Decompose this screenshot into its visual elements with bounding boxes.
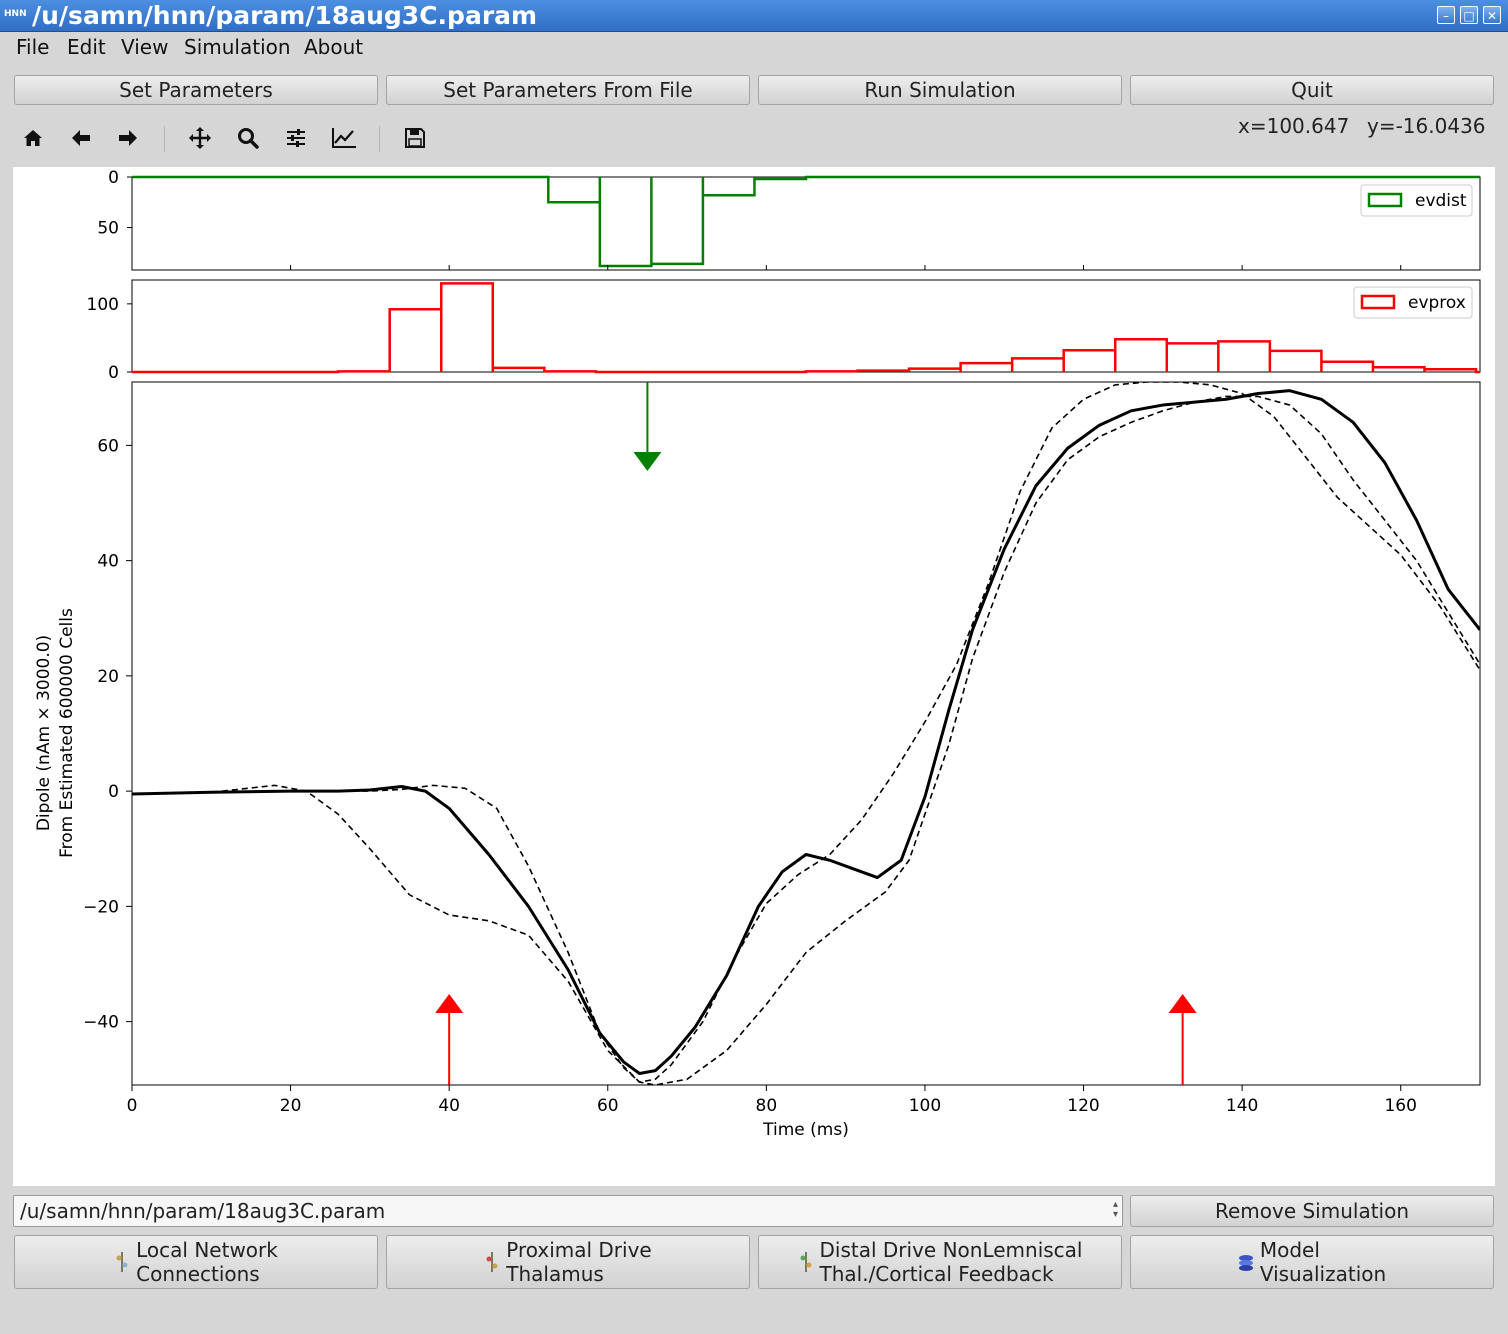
menu-file[interactable]: File	[16, 35, 50, 59]
close-icon[interactable]: ✕	[1483, 6, 1501, 24]
x-tick-label: 120	[1067, 1096, 1099, 1116]
pan-icon[interactable]	[183, 122, 217, 154]
set-parameters-from-file-button[interactable]: Set Parameters From File	[386, 75, 750, 105]
x-tick-label: 100	[909, 1096, 941, 1116]
y-tick-label: −20	[83, 897, 119, 917]
dipole-average-line	[132, 389, 1480, 1075]
evdist-axes-frame	[131, 176, 1481, 271]
toolbar-separator	[379, 126, 380, 152]
y-tick-label: 40	[97, 552, 119, 572]
toolbar-separator	[164, 126, 165, 152]
dipole-trial-line	[132, 395, 1480, 1085]
x-tick-label: 0	[127, 1096, 138, 1116]
top-button-row: Set Parameters Set Parameters From File …	[0, 73, 1508, 107]
updown-arrow-icon: ▴ ▾	[1112, 1199, 1118, 1220]
x-tick-label: 20	[280, 1096, 302, 1116]
y-tick-label: 20	[97, 667, 119, 687]
y-tick-label: 0	[108, 782, 119, 802]
evdist-ytick-label: 0	[108, 168, 119, 188]
simulation-select[interactable]: /u/samn/hnn/param/18aug3C.param ▴ ▾	[13, 1195, 1123, 1227]
home-icon[interactable]	[16, 122, 50, 154]
model-visualization-label-1: Model	[1259, 1238, 1320, 1262]
distal-drive-button[interactable]: Distal Drive NonLemniscal Thal./Cortical …	[758, 1235, 1122, 1289]
minimize-icon[interactable]: –	[1437, 6, 1455, 24]
run-simulation-button[interactable]: Run Simulation	[758, 75, 1122, 105]
plot-toolbar	[0, 112, 1508, 164]
evprox-histogram-line	[132, 282, 1480, 374]
dipole-figure[interactable]: 0 50 evdist 100 0 evprox 0 20 40 60 80 100 120 14…	[13, 167, 1495, 1186]
menu-edit[interactable]: Edit	[67, 35, 106, 59]
figure-canvas[interactable]: 0 50 evdist 100 0 evprox 0 20 40 60 80 100 120 14…	[13, 167, 1495, 1186]
y-axis-label-secondary: From Estimated 600000 Cells	[57, 608, 77, 858]
distal-drive-label-2: Thal./Cortical Feedback	[819, 1262, 1054, 1286]
proximal-drive-label-2: Thalamus	[506, 1262, 604, 1286]
proximal-drive-label-1: Proximal Drive	[506, 1238, 652, 1262]
evprox-ytick-label: 100	[87, 295, 119, 315]
x-tick-label: 140	[1226, 1096, 1258, 1116]
x-axis-label: Time (ms)	[762, 1120, 849, 1140]
axes-edit-icon[interactable]	[327, 122, 361, 154]
dipole-trial-line	[132, 382, 1480, 1083]
evdist-legend: evdist	[1360, 184, 1473, 217]
x-tick-label: 40	[438, 1096, 460, 1116]
zoom-icon[interactable]	[231, 122, 265, 154]
menu-bar: File Edit View Simulation About	[0, 31, 1508, 65]
quit-button[interactable]: Quit	[1130, 75, 1494, 105]
network-icon	[116, 1252, 128, 1272]
evdist-legend-swatch	[1367, 192, 1403, 208]
evprox-legend: evprox	[1353, 286, 1473, 319]
evdist-ytick-label: 50	[97, 219, 119, 239]
title-bar: HNN /u/samn/hnn/param/18aug3C.param – □ …	[0, 0, 1508, 32]
y-tick-label: −40	[83, 1013, 119, 1033]
remove-simulation-button[interactable]: Remove Simulation	[1130, 1195, 1494, 1227]
local-network-label-2: Connections	[136, 1262, 260, 1286]
dipole-axes-frame	[131, 381, 1481, 1086]
cursor-y-readout: y=-16.0436	[1367, 114, 1486, 138]
app-icon: HNN	[4, 9, 27, 19]
x-tick-label: 160	[1384, 1096, 1416, 1116]
proximal-input-arrow-head	[435, 994, 464, 1013]
x-tick-label: 60	[597, 1096, 619, 1116]
evprox-ytick-label: 0	[108, 363, 119, 383]
evprox-panel: 100 0 evprox	[87, 279, 1481, 383]
evprox-legend-label: evprox	[1408, 293, 1466, 313]
evprox-axes-frame	[131, 279, 1481, 373]
local-network-button[interactable]: Local Network Connections	[14, 1235, 378, 1289]
menu-view[interactable]: View	[121, 35, 169, 59]
evprox-legend-swatch	[1360, 294, 1396, 310]
distal-input-arrow-head	[633, 452, 662, 471]
maximize-icon[interactable]: □	[1460, 6, 1478, 24]
menu-about[interactable]: About	[304, 35, 364, 59]
proximal-drive-button[interactable]: Proximal Drive Thalamus	[386, 1235, 750, 1289]
distal-drive-icon	[800, 1252, 811, 1272]
evdist-panel: 0 50 evdist	[97, 168, 1481, 271]
proximal-input-arrow-head	[1168, 994, 1197, 1013]
model-visualization-button[interactable]: Model Visualization	[1130, 1235, 1494, 1289]
x-tick-label: 80	[756, 1096, 778, 1116]
cursor-x-readout: x=100.647	[1238, 114, 1350, 138]
window-title: /u/samn/hnn/param/18aug3C.param	[32, 1, 538, 30]
set-parameters-button[interactable]: Set Parameters	[14, 75, 378, 105]
model-visualization-icon	[1238, 1255, 1253, 1271]
evdist-legend-label: evdist	[1415, 191, 1467, 211]
save-icon[interactable]	[398, 122, 432, 154]
y-tick-label: 60	[97, 436, 119, 456]
subplots-config-icon[interactable]	[279, 122, 313, 154]
distal-drive-label-1: Distal Drive NonLemniscal	[819, 1238, 1083, 1262]
y-axis-label: Dipole (nAm × 3000.0)	[34, 635, 54, 831]
forward-arrow-icon[interactable]	[111, 122, 145, 154]
back-arrow-icon[interactable]	[64, 122, 98, 154]
dipole-panel: 0 20 40 60 80 100 120 140 160 −40 −20 0 20 40 60 Time…	[34, 381, 1481, 1140]
model-visualization-label-2: Visualization	[1259, 1262, 1387, 1286]
evdist-histogram-line	[132, 175, 1480, 268]
local-network-label-1: Local Network	[136, 1238, 278, 1262]
proximal-drive-icon	[486, 1252, 498, 1272]
menu-simulation[interactable]: Simulation	[184, 35, 291, 59]
simulation-select-value: /u/samn/hnn/param/18aug3C.param	[20, 1199, 386, 1223]
